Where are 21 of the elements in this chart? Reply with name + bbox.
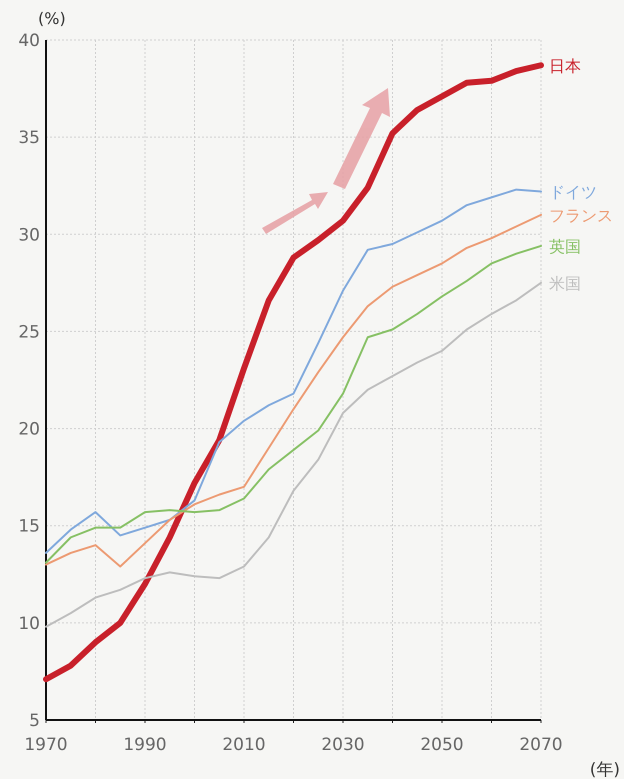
- y-tick-label: 15: [18, 516, 40, 537]
- x-tick-label: 1990: [123, 735, 167, 755]
- series-label: 日本: [549, 56, 581, 76]
- x-tick-label: 2070: [519, 735, 563, 755]
- x-axis-title: (年): [590, 760, 620, 779]
- y-tick-label: 35: [18, 128, 40, 148]
- series-label: 英国: [549, 236, 581, 256]
- x-tick-label: 1970: [24, 735, 68, 755]
- series-label: フランス: [549, 206, 613, 225]
- y-tick-label: 30: [18, 225, 40, 246]
- y-tick-label: 5: [29, 711, 40, 731]
- series-label: ドイツ: [549, 182, 597, 202]
- y-tick-label: 20: [18, 420, 40, 440]
- x-tick-label: 2010: [222, 735, 266, 755]
- x-tick-label: 2030: [321, 735, 365, 755]
- y-tick-label: 25: [18, 322, 40, 342]
- y-tick-label: 10: [18, 614, 40, 634]
- x-tick-label: 2050: [420, 735, 464, 755]
- series-label: 米国: [549, 274, 581, 293]
- y-tick-label: 40: [18, 31, 40, 51]
- y-axis-title: (%): [38, 9, 66, 28]
